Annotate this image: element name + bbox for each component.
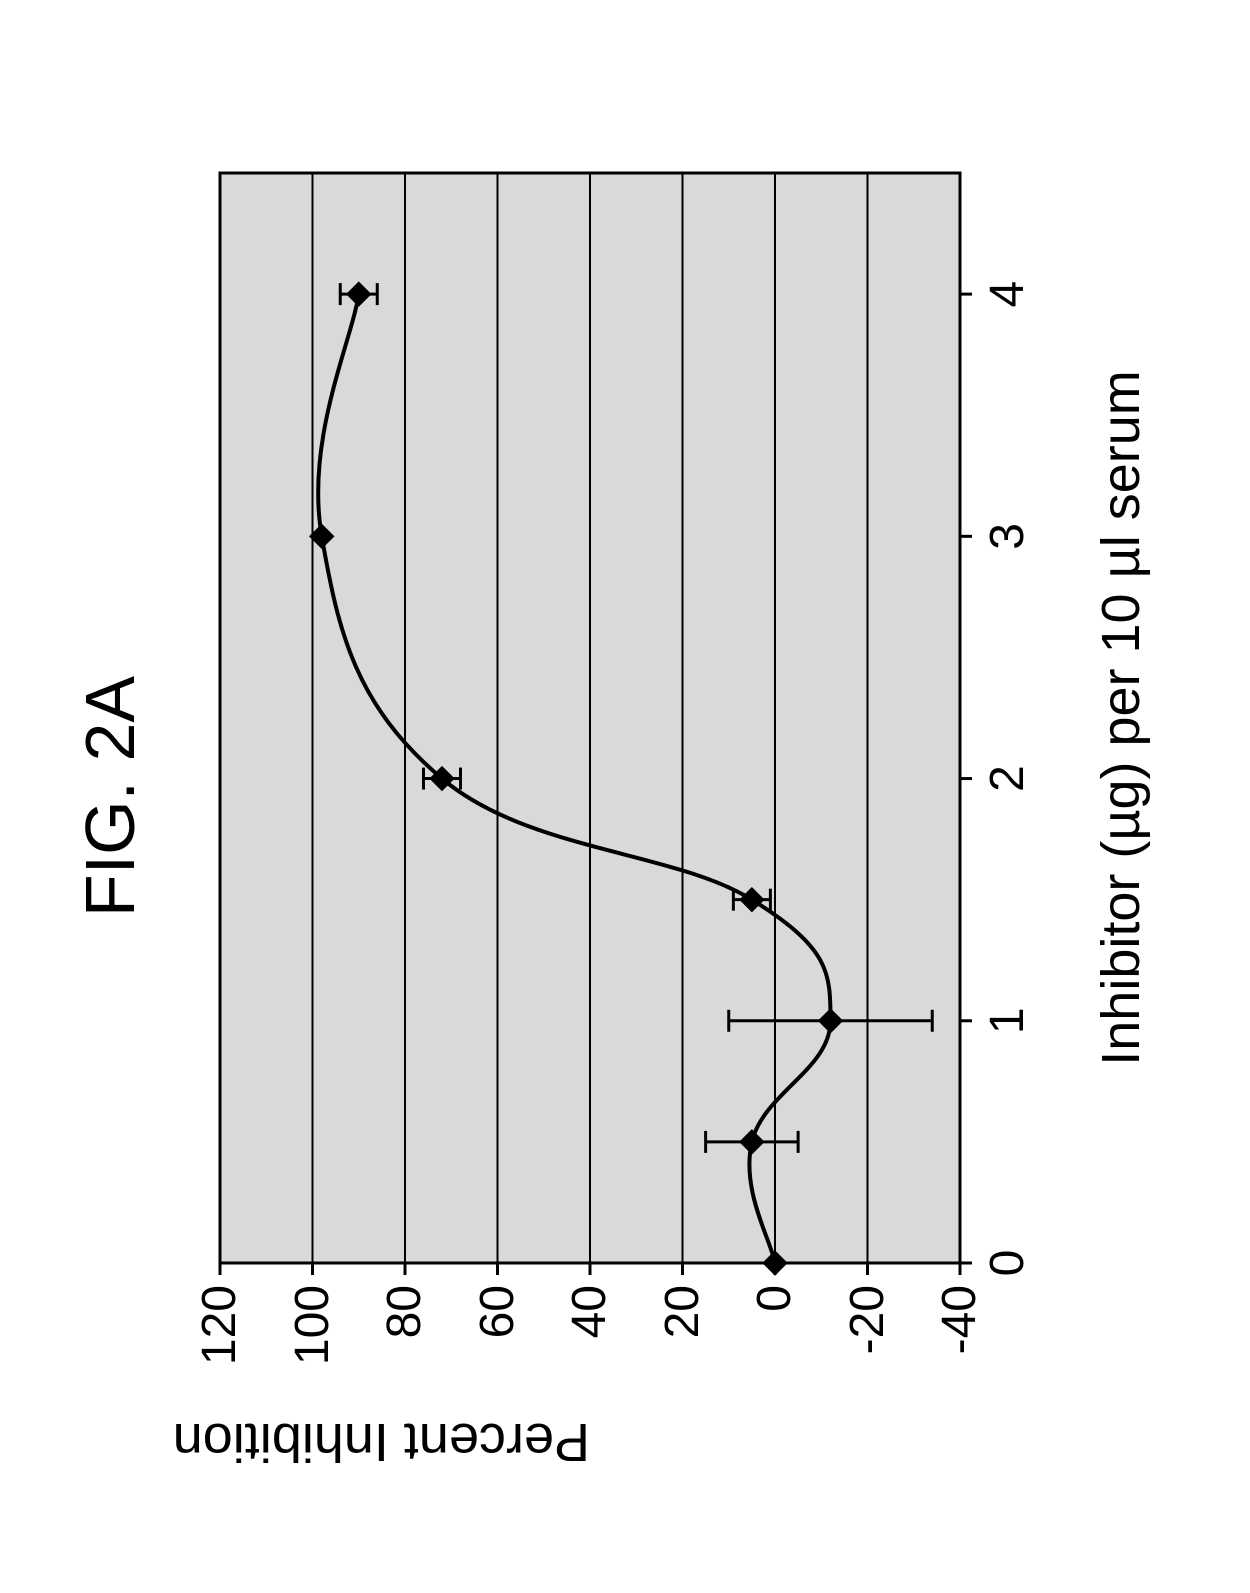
ytick-label: 0 (747, 1285, 802, 1312)
ytick-label: 20 (655, 1285, 710, 1338)
rotated-canvas: FIG. 2A Percent Inhibition Inhibitor (µg… (0, 0, 1250, 1593)
plot-area (220, 173, 960, 1263)
page: FIG. 2A Percent Inhibition Inhibitor (µg… (0, 0, 1250, 1593)
xtick-label: 0 (980, 1250, 1035, 1277)
figure-title: FIG. 2A (70, 0, 150, 1593)
xtick-label: 4 (980, 281, 1035, 308)
ytick-label: 100 (285, 1285, 340, 1365)
ytick-label: -40 (932, 1285, 987, 1354)
xtick-label: 1 (980, 1007, 1035, 1034)
ytick-label: 60 (470, 1285, 525, 1338)
ytick-label: 40 (562, 1285, 617, 1338)
xtick-label: 3 (980, 523, 1035, 550)
ytick-label: 80 (377, 1285, 432, 1338)
x-axis-label: Inhibitor (µg) per 10 µl serum (1090, 173, 1152, 1263)
xtick-label: 2 (980, 765, 1035, 792)
ytick-label: -20 (840, 1285, 895, 1354)
ytick-label: 120 (192, 1285, 247, 1365)
